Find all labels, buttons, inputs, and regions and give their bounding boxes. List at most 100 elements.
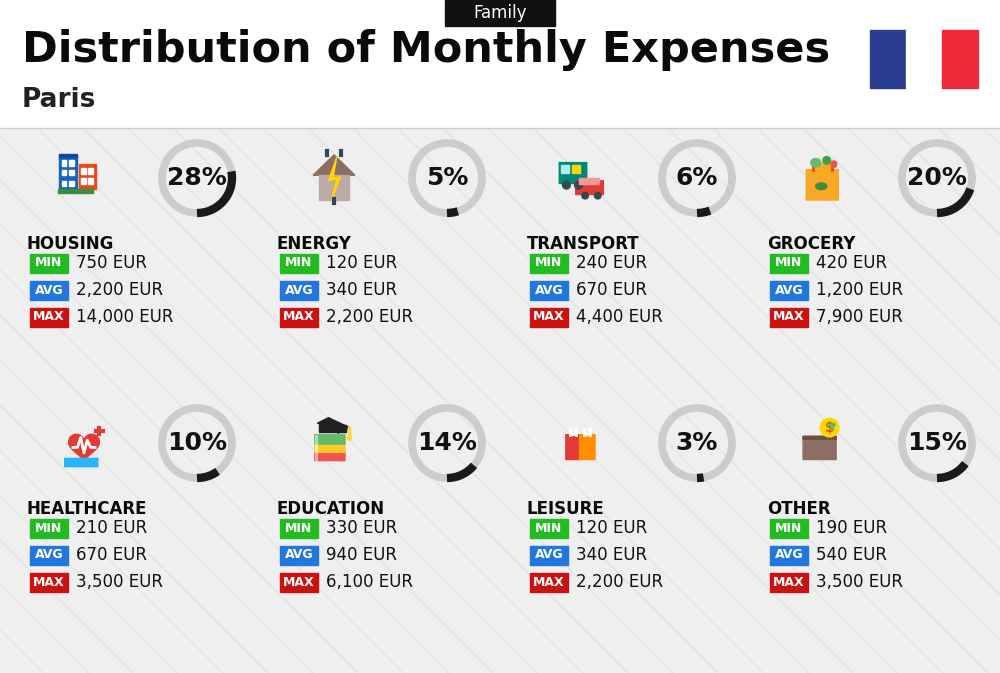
Bar <box>81 168 86 174</box>
Bar <box>59 154 77 157</box>
Circle shape <box>563 181 570 189</box>
Text: AVG: AVG <box>285 283 313 297</box>
Bar <box>280 546 318 565</box>
Text: 3,500 EUR: 3,500 EUR <box>816 573 903 591</box>
Text: 670 EUR: 670 EUR <box>576 281 647 299</box>
Text: 5%: 5% <box>426 166 468 190</box>
Text: HOUSING: HOUSING <box>27 235 114 253</box>
Bar <box>30 518 68 538</box>
Text: 340 EUR: 340 EUR <box>326 281 397 299</box>
FancyBboxPatch shape <box>315 451 345 460</box>
Bar <box>62 160 66 166</box>
Text: MIN: MIN <box>775 522 803 534</box>
Text: 240 EUR: 240 EUR <box>576 254 647 272</box>
Bar <box>0 0 1000 128</box>
Text: MAX: MAX <box>533 310 565 324</box>
Bar <box>69 170 74 175</box>
Bar <box>770 308 808 326</box>
Bar <box>88 168 93 174</box>
Bar <box>561 165 569 172</box>
Bar <box>69 160 74 166</box>
Text: $: $ <box>825 421 834 435</box>
Text: 420 EUR: 420 EUR <box>816 254 887 272</box>
Bar <box>942 30 978 88</box>
Text: MAX: MAX <box>283 310 315 324</box>
Text: OTHER: OTHER <box>767 500 831 518</box>
Text: MIN: MIN <box>285 522 313 534</box>
Text: MIN: MIN <box>775 256 803 269</box>
Ellipse shape <box>831 161 837 168</box>
Bar <box>30 281 68 299</box>
Text: MAX: MAX <box>533 575 565 588</box>
Text: 4,400 EUR: 4,400 EUR <box>576 308 663 326</box>
Bar <box>78 164 96 189</box>
Bar <box>530 254 568 273</box>
Bar <box>530 308 568 326</box>
Text: 15%: 15% <box>907 431 967 455</box>
Text: ENERGY: ENERGY <box>277 235 352 253</box>
Text: AVG: AVG <box>775 283 803 297</box>
Text: 14%: 14% <box>417 431 477 455</box>
Ellipse shape <box>811 158 821 167</box>
Bar <box>770 281 808 299</box>
Bar <box>62 170 66 175</box>
Text: 210 EUR: 210 EUR <box>76 519 147 537</box>
Text: Distribution of Monthly Expenses: Distribution of Monthly Expenses <box>22 29 830 71</box>
Bar <box>530 546 568 565</box>
Text: MAX: MAX <box>33 310 65 324</box>
Text: Paris: Paris <box>22 87 96 113</box>
Text: AVG: AVG <box>535 548 563 561</box>
Text: LEISURE: LEISURE <box>527 500 605 518</box>
FancyBboxPatch shape <box>580 435 595 460</box>
Bar <box>315 443 317 452</box>
FancyBboxPatch shape <box>315 435 345 444</box>
Text: AVG: AVG <box>775 548 803 561</box>
Text: 340 EUR: 340 EUR <box>576 546 647 564</box>
Ellipse shape <box>816 183 827 190</box>
FancyBboxPatch shape <box>576 181 603 194</box>
Bar <box>870 30 906 88</box>
Text: 2,200 EUR: 2,200 EUR <box>326 308 413 326</box>
Polygon shape <box>313 155 355 175</box>
Text: 14,000 EUR: 14,000 EUR <box>76 308 174 326</box>
Bar <box>578 178 599 184</box>
Bar <box>770 254 808 273</box>
Bar <box>530 573 568 592</box>
Text: EDUCATION: EDUCATION <box>277 500 385 518</box>
Text: 540 EUR: 540 EUR <box>816 546 887 564</box>
Text: 3%: 3% <box>676 431 718 455</box>
Text: 10%: 10% <box>167 431 227 455</box>
Bar <box>58 189 93 193</box>
Text: 670 EUR: 670 EUR <box>76 546 147 564</box>
FancyBboxPatch shape <box>65 458 98 466</box>
Polygon shape <box>328 157 341 201</box>
Bar <box>906 30 942 88</box>
Bar <box>280 518 318 538</box>
Text: 6,100 EUR: 6,100 EUR <box>326 573 413 591</box>
Bar <box>770 573 808 592</box>
Bar <box>30 573 68 592</box>
Bar <box>69 181 74 186</box>
Text: MAX: MAX <box>283 575 315 588</box>
Bar <box>530 518 568 538</box>
Bar <box>30 546 68 565</box>
Text: 940 EUR: 940 EUR <box>326 546 397 564</box>
Text: MAX: MAX <box>33 575 65 588</box>
Text: GROCERY: GROCERY <box>767 235 855 253</box>
Text: MIN: MIN <box>35 522 63 534</box>
Ellipse shape <box>347 437 352 440</box>
Bar <box>319 425 346 432</box>
Text: 2,200 EUR: 2,200 EUR <box>76 281 163 299</box>
Circle shape <box>575 181 582 189</box>
Text: 120 EUR: 120 EUR <box>576 519 647 537</box>
Bar <box>280 281 318 299</box>
Bar <box>30 308 68 326</box>
Text: MAX: MAX <box>773 575 805 588</box>
Text: 190 EUR: 190 EUR <box>816 519 887 537</box>
Bar <box>813 163 832 171</box>
Text: AVG: AVG <box>285 548 313 561</box>
Bar <box>62 181 66 186</box>
FancyBboxPatch shape <box>803 436 836 439</box>
Text: 750 EUR: 750 EUR <box>76 254 147 272</box>
Text: 1,200 EUR: 1,200 EUR <box>816 281 903 299</box>
